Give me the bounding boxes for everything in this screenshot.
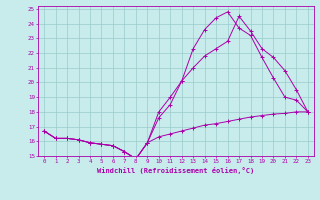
X-axis label: Windchill (Refroidissement éolien,°C): Windchill (Refroidissement éolien,°C) xyxy=(97,167,255,174)
